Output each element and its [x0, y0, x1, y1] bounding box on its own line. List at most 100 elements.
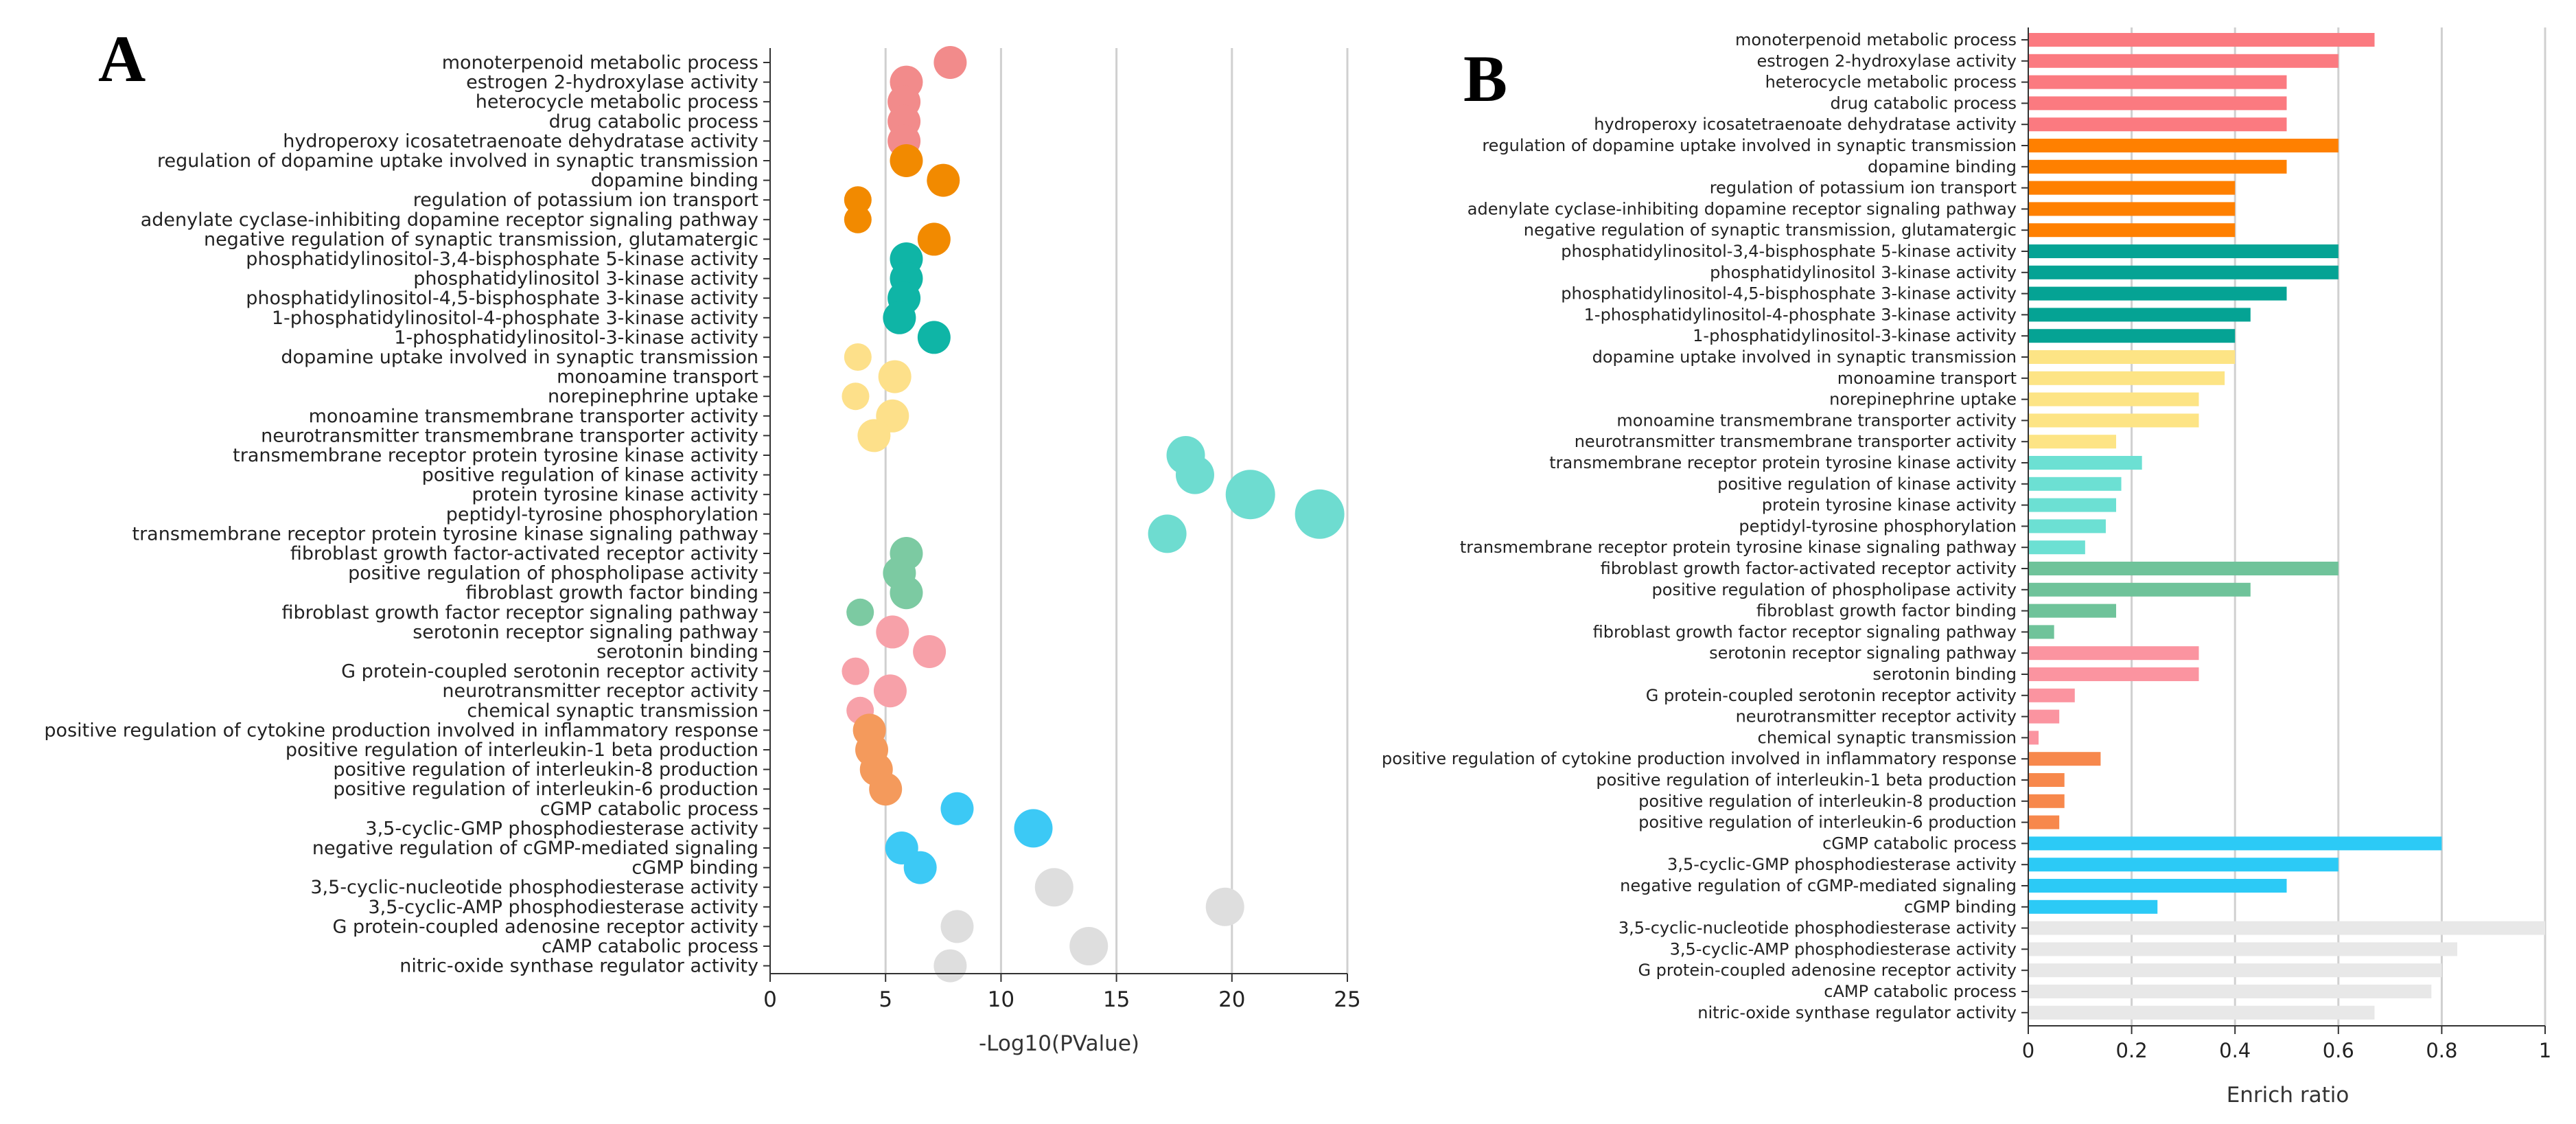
- panel-b-category-label: cGMP binding: [1904, 897, 2017, 917]
- panel-b-bar: [2028, 519, 2106, 534]
- panel-b-category-label: 3,5-cyclic-GMP phosphodiesterase activit…: [1667, 855, 2017, 874]
- panel-a-category-labels: monoterpenoid metabolic processestrogen …: [44, 52, 758, 977]
- panel-b-category-label: G protein-coupled serotonin receptor act…: [1646, 686, 2017, 705]
- panel-a-category-label: protein tyrosine kinase activity: [472, 484, 758, 505]
- panel-b-category-label: dopamine uptake involved in synaptic tra…: [1592, 347, 2017, 367]
- panel-a-category-label: cAMP catabolic process: [542, 936, 758, 957]
- panel-a-category-label: G protein-coupled serotonin receptor act…: [341, 661, 758, 683]
- panel-a-category-label: fibroblast growth factor binding: [466, 582, 758, 604]
- panel-a-category-label: serotonin binding: [596, 641, 758, 663]
- panel-a-category-label: regulation of potassium ion transport: [413, 190, 758, 211]
- panel-b-bar: [2028, 435, 2117, 449]
- panel-b-bar: [2028, 371, 2225, 385]
- panel-b-category-label: serotonin receptor signaling pathway: [1709, 643, 2017, 663]
- panel-a-category-label: serotonin receptor signaling pathway: [413, 621, 758, 643]
- panel-b-bar: [2028, 963, 2442, 978]
- panel-a-category-label: negative regulation of cGMP-mediated sig…: [312, 838, 758, 859]
- panel-a-points: [842, 46, 1345, 983]
- panel-b-category-label: cAMP catabolic process: [1824, 982, 2017, 1001]
- panel-b-x-tick-label: 0.8: [2426, 1039, 2457, 1062]
- panel-b-category-label: phosphatidylinositol 3-kinase activity: [1710, 263, 2017, 282]
- panel-a-category-label: fibroblast growth factor-activated recep…: [290, 543, 758, 564]
- panel-b-bar: [2028, 836, 2442, 851]
- panel-a-point: [940, 792, 974, 825]
- panel-b-category-labels: monoterpenoid metabolic process estrogen …: [1382, 30, 2017, 1022]
- panel-b-bar: [2028, 582, 2251, 597]
- panel-b-bar: [2028, 709, 2060, 724]
- panel-b-bar: [2028, 858, 2339, 872]
- panel-a-category-label: heterocycle metabolic process: [476, 91, 758, 113]
- panel-b-category-label: fibroblast growth factor binding: [1756, 601, 2017, 621]
- panel-b-category-label: G protein-coupled adenosine receptor act…: [1638, 961, 2017, 980]
- panel-a-x-tick-label: 15: [1103, 987, 1130, 1012]
- panel-a-category-label: 3,5-cyclic-nucleotide phosphodiesterase …: [310, 877, 758, 898]
- panel-a-category-label: positive regulation of phospholipase act…: [348, 563, 758, 584]
- panel-b-category-label: fibroblast growth factor receptor signal…: [1593, 622, 2017, 641]
- panel-b-x-ticks: 0 0.2 0.4 0.6 0.8 1: [2022, 1026, 2551, 1062]
- panel-b-bar: [2028, 181, 2236, 195]
- panel-b-bar: [2028, 667, 2199, 681]
- panel-a-point: [869, 772, 903, 806]
- panel-a-category-label: fibroblast growth factor receptor signal…: [282, 602, 759, 623]
- panel-a-point: [933, 46, 967, 79]
- panel-b-bar: [2028, 265, 2339, 279]
- panel-b-bar: [2028, 985, 2432, 998]
- panel-a-category-label: 1-phosphatidylinositol-4-phosphate 3-kin…: [272, 308, 758, 329]
- panel-b-bar: [2028, 202, 2236, 216]
- panel-a-point: [878, 360, 912, 393]
- panel-a-x-tick-label: 20: [1218, 987, 1245, 1012]
- panel-b-bar: [2028, 646, 2199, 661]
- panel-b-bar: [2028, 625, 2054, 639]
- panel-b-bar: [2028, 688, 2075, 702]
- panel-a-point: [846, 598, 874, 626]
- panel-a-category-label: 1-phosphatidylinositol-3-kinase activity: [394, 327, 758, 348]
- panel-a-point: [844, 205, 872, 233]
- panel-b-bar: [2028, 456, 2142, 470]
- panel-b-bar: [2028, 286, 2287, 301]
- panel-b-category-label: regulation of dopamine uptake involved i…: [1482, 136, 2017, 155]
- panel-a-category-label: phosphatidylinositol 3-kinase activity: [413, 268, 758, 290]
- panel-b-bar: [2028, 159, 2287, 174]
- panel-b-bar: [2028, 942, 2457, 956]
- panel-b-bar: [2028, 329, 2236, 343]
- panel-a-x-tick-label: 10: [988, 987, 1014, 1012]
- panel-a-point: [933, 949, 967, 983]
- panel-a-point: [1205, 887, 1244, 926]
- panel-b-category-label: negative regulation of cGMP-mediated sig…: [1620, 876, 2017, 895]
- panel-b-bar: [2028, 117, 2287, 132]
- panel-a-point: [876, 615, 909, 649]
- panel-a-point: [844, 343, 872, 371]
- panel-a-point: [1225, 470, 1275, 520]
- panel-a-x-axis-title: -Log10(PValue): [979, 1031, 1139, 1056]
- panel-b-category-label: positive regulation of cytokine producti…: [1382, 749, 2017, 768]
- panel-b-category-label: 1-phosphatidylinositol-4-phosphate 3-kin…: [1584, 305, 2017, 324]
- panel-a-category-label: nitric-oxide synthase regulator activity: [399, 956, 758, 977]
- panel-b-category-label: peptidyl-tyrosine phosphorylation: [1739, 516, 2017, 536]
- panel-a-category-label: negative regulation of synaptic transmis…: [204, 229, 758, 250]
- panel-a-category-label: positive regulation of kinase activity: [422, 465, 758, 486]
- panel-a-category-label: neurotransmitter receptor activity: [442, 680, 758, 702]
- panel-b-bar: [2028, 392, 2199, 406]
- panel-a-point: [913, 635, 947, 668]
- panel-a-axes: [763, 48, 1347, 974]
- panel-a-category-label: positive regulation of interleukin-1 bet…: [286, 739, 758, 761]
- panel-b-category-label: monoamine transmembrane transporter acti…: [1616, 411, 2017, 430]
- panel-b-bar: [2028, 498, 2117, 512]
- panel-b-bar: [2028, 794, 2065, 808]
- panel-b-category-label: monoterpenoid metabolic process: [1735, 30, 2017, 49]
- panel-a-category-label: chemical synaptic transmission: [467, 700, 758, 722]
- panel-b-category-label: hydroperoxy icosatetraenoate dehydratase…: [1594, 115, 2017, 134]
- panel-a-bubble-chart: monoterpenoid metabolic processestrogen …: [44, 46, 1361, 1056]
- panel-a-category-label: phosphatidylinositol-3,4-bisphosphate 5-…: [246, 249, 758, 270]
- panel-b-letter: B: [1463, 42, 1507, 115]
- panel-a-letter: A: [98, 22, 146, 95]
- panel-b-category-label: phosphatidylinositol-4,5-bisphosphate 3-…: [1561, 284, 2017, 303]
- panel-b-bar: [2028, 604, 2117, 618]
- panel-a-x-ticks: 0 5 10 15 20 25: [763, 974, 1361, 1012]
- panel-a-category-label: norepinephrine uptake: [548, 386, 758, 407]
- panel-a-category-label: positive regulation of interleukin-8 pro…: [333, 759, 758, 781]
- panel-a-category-label: dopamine uptake involved in synaptic tra…: [281, 347, 758, 368]
- panel-b-bar: [2028, 54, 2339, 68]
- panel-b-category-label: drug catabolic process: [1831, 93, 2017, 113]
- panel-b-bar: [2028, 244, 2339, 258]
